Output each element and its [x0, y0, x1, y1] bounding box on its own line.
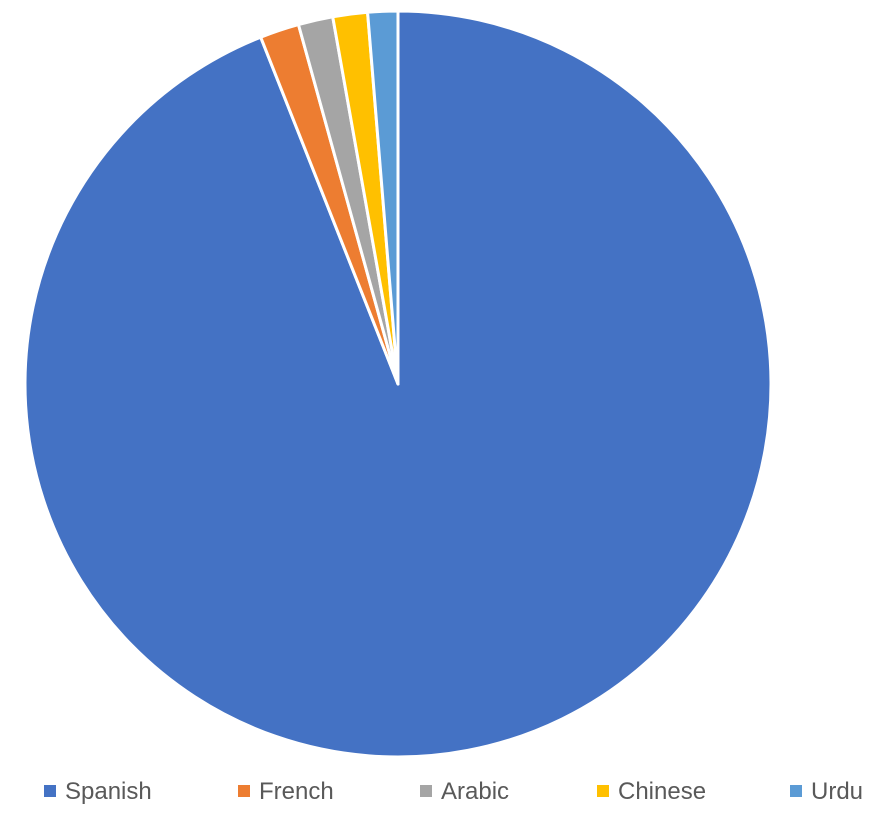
legend-label-urdu: Urdu: [811, 778, 863, 805]
legend-item-chinese: Chinese: [597, 778, 706, 805]
pie-slices: [23, 9, 773, 759]
legend-item-spanish: Spanish: [44, 778, 152, 805]
legend: Spanish French Arabic Chinese Urdu: [44, 778, 863, 805]
legend-swatch-urdu: [790, 785, 802, 797]
legend-label-spanish: Spanish: [65, 778, 152, 805]
legend-swatch-spanish: [44, 785, 56, 797]
legend-swatch-chinese: [597, 785, 609, 797]
legend-swatch-french: [238, 785, 250, 797]
legend-item-french: French: [238, 778, 334, 805]
legend-swatch-arabic: [420, 785, 432, 797]
legend-item-urdu: Urdu: [790, 778, 863, 805]
legend-label-french: French: [259, 778, 334, 805]
pie-slice-urdu: [366, 9, 400, 386]
legend-label-arabic: Arabic: [441, 778, 509, 805]
legend-item-arabic: Arabic: [420, 778, 509, 805]
legend-label-chinese: Chinese: [618, 778, 706, 805]
